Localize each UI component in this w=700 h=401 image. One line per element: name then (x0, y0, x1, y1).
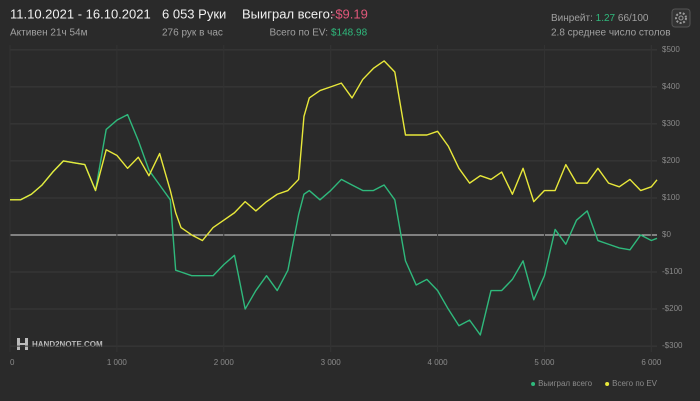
tables: 2.8 среднее число столов (551, 28, 671, 39)
x-tick-label: 6 000 (641, 358, 662, 367)
y-tick-label: -$200 (662, 304, 683, 313)
watermark: HAND2NOTE.COM (17, 338, 103, 350)
legend-label: Всего по EV (612, 379, 658, 388)
winrate-unit: 66/100 (618, 13, 649, 24)
date-range: 11.10.2021 - 16.10.2021 (10, 6, 151, 21)
settings-icon[interactable] (671, 8, 691, 28)
winrate-label: Винрейт: (551, 13, 593, 24)
active-time: Активен 21ч 54м (10, 28, 88, 39)
legend-marker (605, 382, 610, 386)
hands: 6 053 Руки (162, 6, 226, 21)
legend-label: Выиграл всего (538, 379, 593, 388)
ev-value: $148.98 (331, 28, 368, 39)
series-line (10, 60, 658, 242)
won-label: Выиграл всего: (242, 6, 333, 21)
y-tick-label: -$100 (662, 267, 683, 276)
y-tick-label: $100 (662, 193, 680, 202)
won-value: -$9.19 (331, 6, 368, 21)
x-tick-label: 4 000 (428, 358, 449, 367)
hands-per-hour: 276 рук в час (162, 28, 223, 39)
watermark-text: HAND2NOTE.COM (32, 340, 103, 349)
y-tick-label: -$300 (662, 341, 683, 350)
ev-label: Всего по EV: (269, 28, 328, 39)
winrate: Винрейт: 1.27 66/100 (551, 13, 649, 24)
legend: Всего по EV Выиграл всего (531, 379, 658, 388)
winrate-value: 1.27 (596, 13, 616, 24)
x-tick-label: 2 000 (214, 358, 235, 367)
x-tick-label: 0 (10, 358, 15, 367)
x-tick-label: 1 000 (107, 358, 128, 367)
series-line (10, 113, 658, 336)
x-tick-label: 5 000 (534, 358, 555, 367)
y-tick-label: $0 (662, 230, 671, 239)
y-tick-label: $300 (662, 119, 680, 128)
y-tick-label: $400 (662, 82, 680, 91)
x-tick-label: 3 000 (321, 358, 342, 367)
legend-marker (531, 382, 536, 386)
y-tick-label: $500 (662, 45, 680, 54)
y-tick-label: $200 (662, 156, 680, 165)
